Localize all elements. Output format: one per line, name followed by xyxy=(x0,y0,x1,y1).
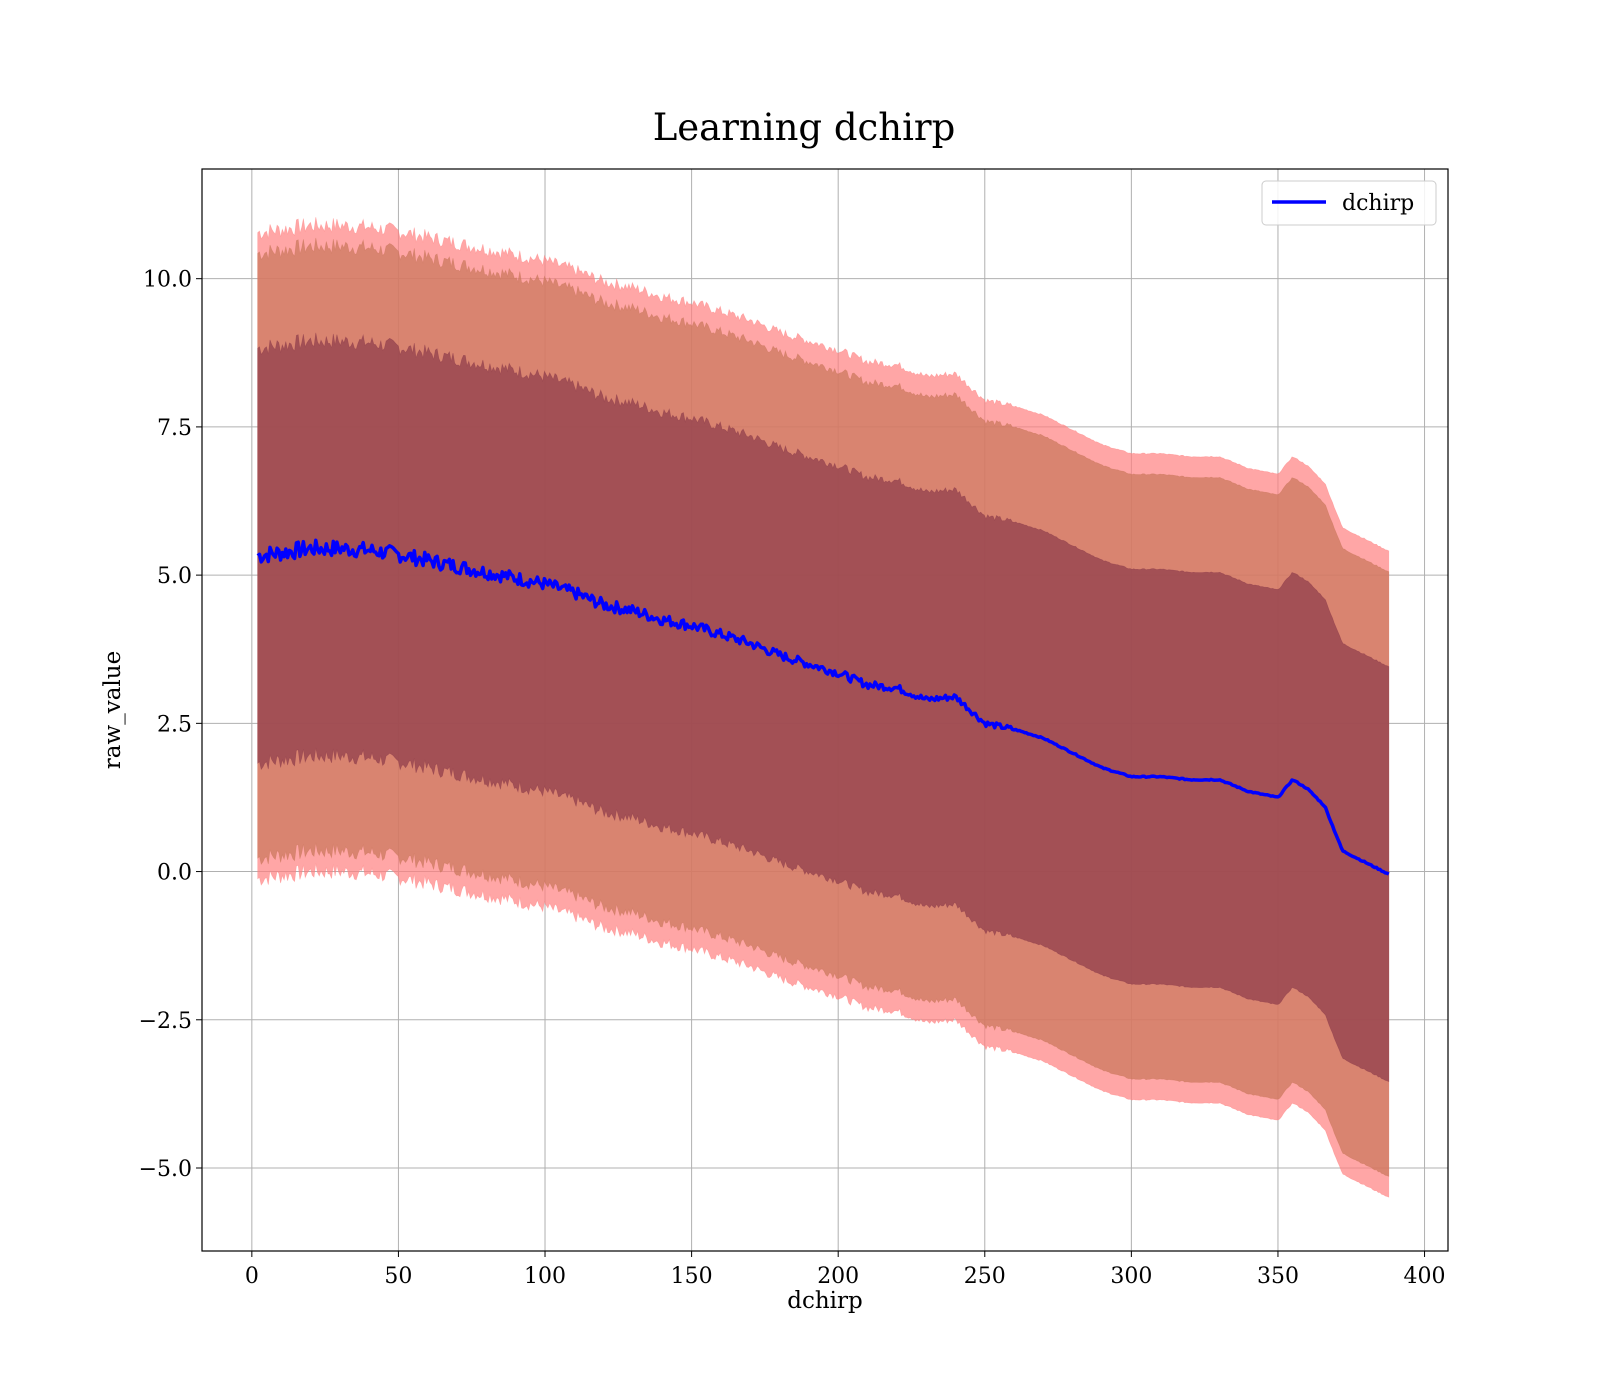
y-tick-label: −5.0 xyxy=(139,1157,192,1182)
chart-title: Learning dchirp xyxy=(653,106,956,149)
legend: dchirp xyxy=(1261,180,1437,226)
x-tick-label: 350 xyxy=(1257,1264,1299,1289)
legend-box xyxy=(1261,180,1437,226)
y-tick-label: 2.5 xyxy=(157,712,192,737)
x-axis-label: dchirp xyxy=(787,1288,863,1314)
y-tick-label: −2.5 xyxy=(139,1009,192,1034)
legend-label-dchirp: dchirp xyxy=(1342,191,1414,216)
plot-frame xyxy=(201,168,1449,1252)
y-axis-ticks: −5.0 −2.5 0.0 2.5 5.0 7.5 10.0 xyxy=(139,268,202,1182)
x-axis-ticks: 0 50 100 150 200 250 300 350 400 xyxy=(245,1251,1446,1289)
y-tick-label: 5.0 xyxy=(157,564,192,589)
series-lines xyxy=(256,538,1390,876)
y-tick-label: 7.5 xyxy=(157,416,192,441)
x-tick-label: 0 xyxy=(245,1264,259,1289)
x-tick-label: 150 xyxy=(671,1264,713,1289)
series-line-dchirp xyxy=(256,538,1390,876)
x-tick-label: 100 xyxy=(524,1264,566,1289)
x-tick-label: 250 xyxy=(964,1264,1006,1289)
band-area xyxy=(257,332,1390,1083)
x-tick-label: 400 xyxy=(1404,1264,1446,1289)
x-tick-label: 50 xyxy=(384,1264,412,1289)
x-tick-label: 300 xyxy=(1110,1264,1152,1289)
confidence-bands xyxy=(257,217,1390,1198)
y-tick-label: 10.0 xyxy=(143,268,192,293)
y-axis-label: raw_value xyxy=(100,651,126,769)
x-tick-label: 200 xyxy=(817,1264,859,1289)
y-tick-label: 0.0 xyxy=(157,861,192,886)
